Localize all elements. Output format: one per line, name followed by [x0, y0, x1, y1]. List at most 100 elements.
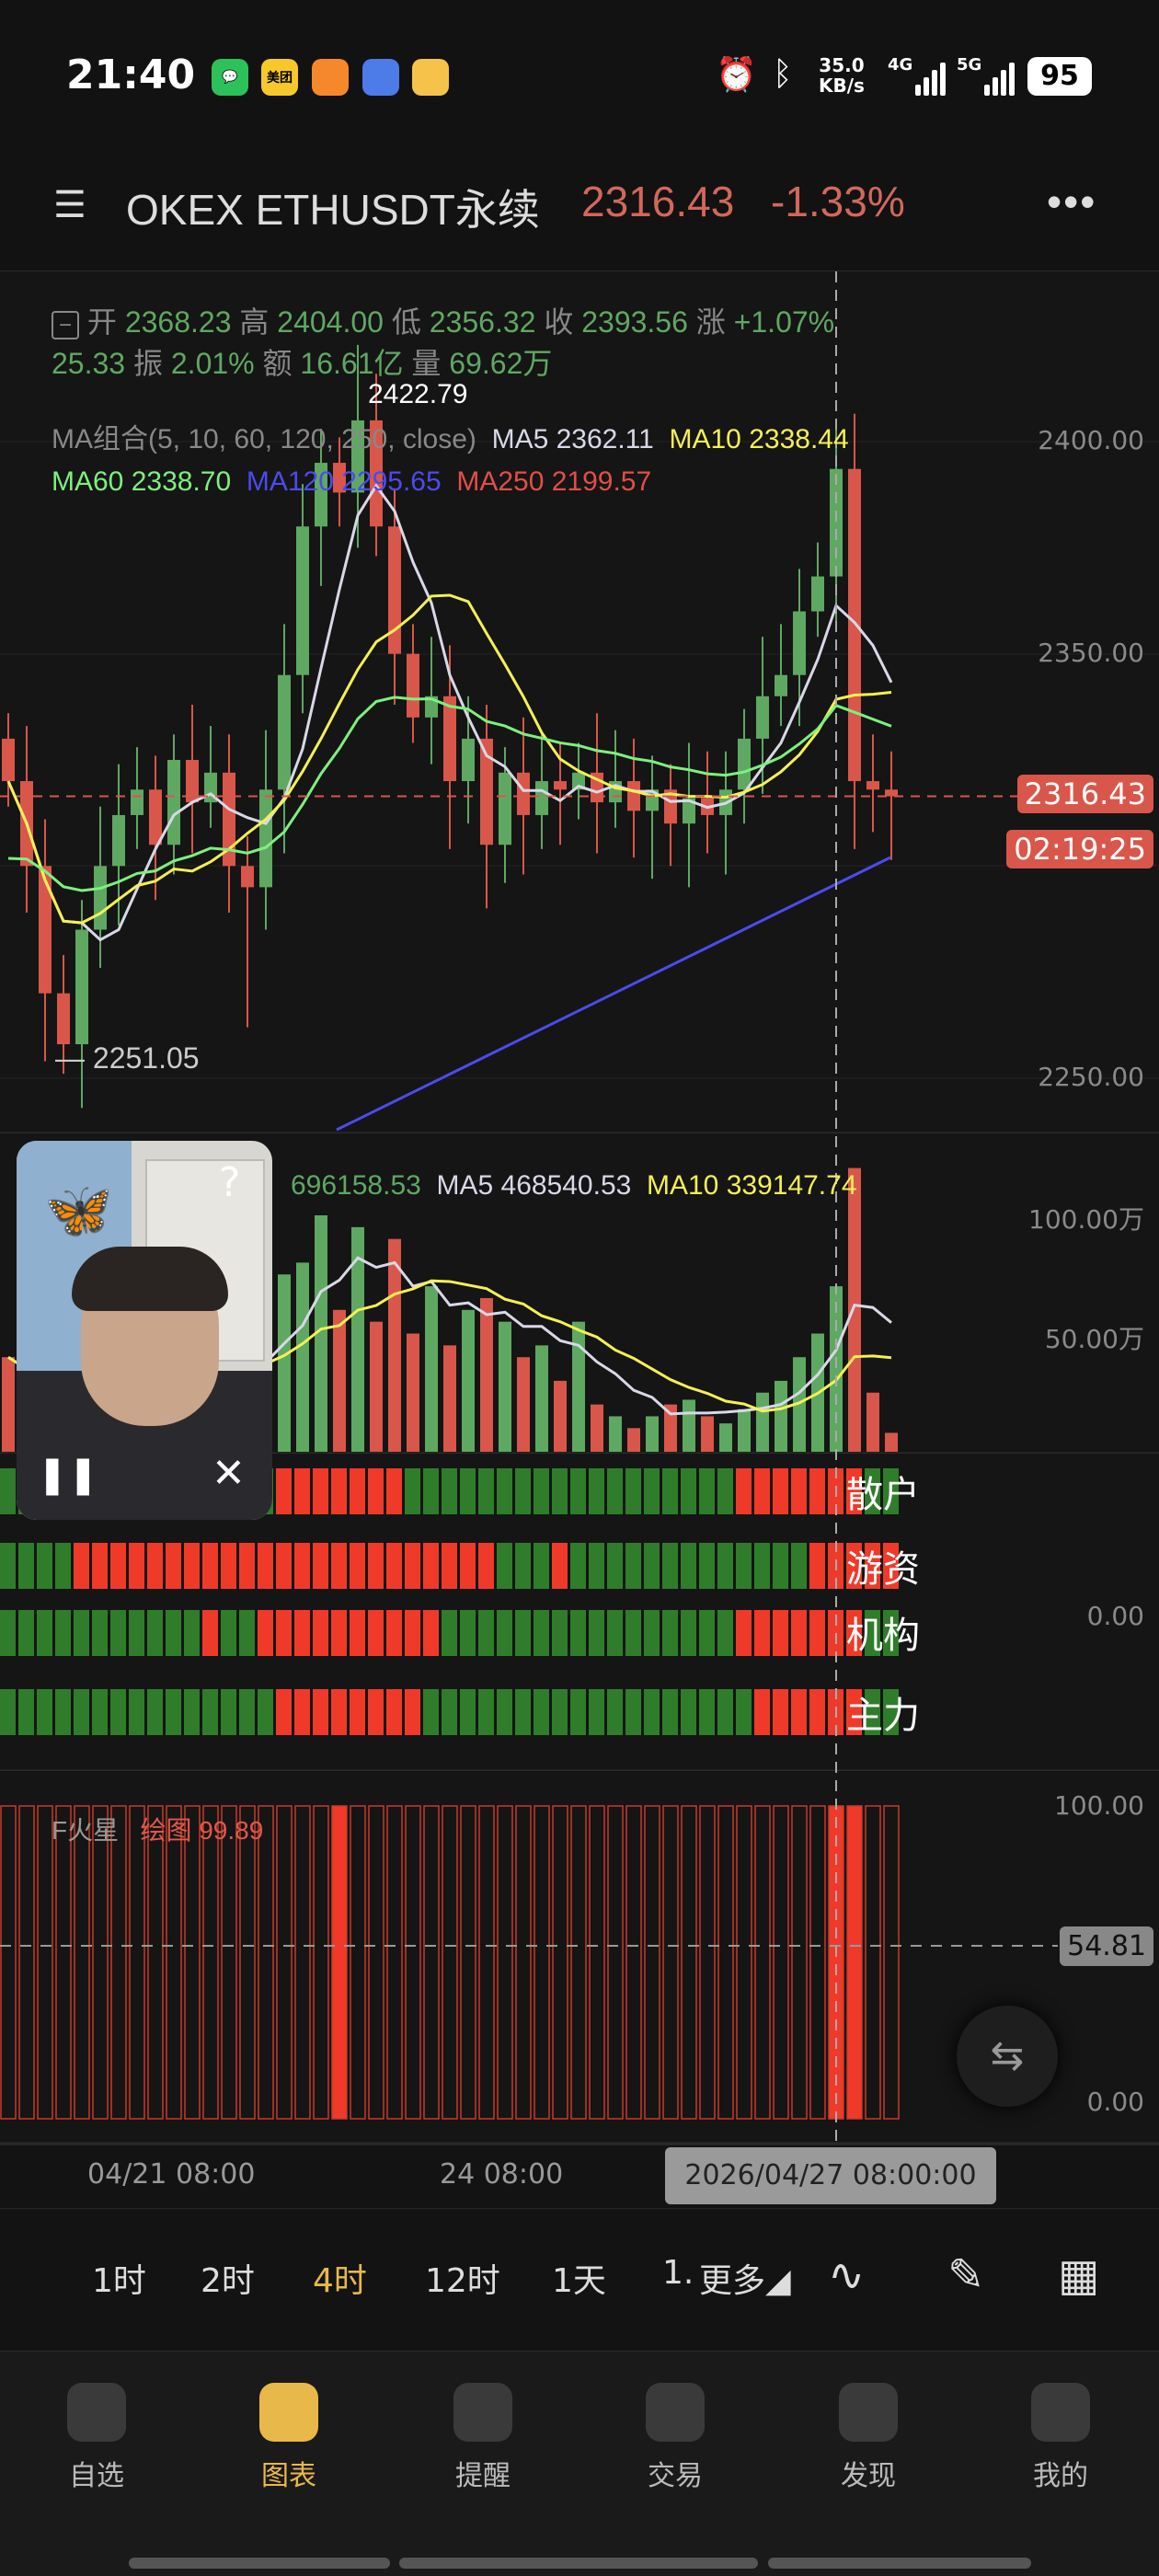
meituan-icon: 美团 [261, 59, 298, 96]
menu-icon[interactable]: ☰ [53, 185, 86, 225]
ear-icon[interactable]: ? [219, 1159, 241, 1206]
mars-bar [258, 1805, 274, 2120]
indicator-cell [460, 1543, 476, 1589]
indicator-cell [773, 1468, 788, 1514]
indicator-cell [368, 1689, 384, 1735]
indicator-cell [258, 1610, 273, 1656]
candle [57, 993, 70, 1045]
indicator-cell [0, 1689, 16, 1735]
indicator-cell [717, 1543, 733, 1589]
mars-bar [74, 1805, 90, 2120]
label-main-force: 主力 [846, 1695, 920, 1737]
ma120-line [336, 856, 891, 1132]
indicator-cell [221, 1610, 236, 1656]
volume-bar [646, 1416, 659, 1452]
indicator-cell [221, 1689, 236, 1735]
mars-bar [405, 1805, 421, 2120]
indicator-cell [883, 1468, 899, 1514]
indicator-cell [350, 1543, 365, 1589]
indicator-cell [589, 1689, 604, 1735]
indicator-cell [18, 1689, 34, 1735]
volume-bar [664, 1404, 677, 1452]
indicator-cell [110, 1543, 126, 1589]
nav-item-4[interactable]: 发现 [776, 2355, 960, 2493]
timeframe-6[interactable]: 更多◢ [699, 2262, 791, 2300]
indicator-cell [699, 1610, 715, 1656]
candle [535, 781, 548, 815]
nav-item-1[interactable]: 图表 [197, 2355, 381, 2493]
indicator-cell [350, 1689, 365, 1735]
pencil-icon[interactable]: ✎ [947, 2249, 985, 2301]
mars-bar [92, 1805, 109, 2120]
video-pip[interactable]: 🦋 ? ❚❚ ✕ [17, 1141, 272, 1520]
indicator-cell [405, 1610, 420, 1656]
indicator-cell [754, 1610, 770, 1656]
mars-bar [699, 1805, 716, 2120]
indicator-cell [386, 1468, 402, 1514]
timeframe-2[interactable]: 4时 [313, 2262, 367, 2300]
indicator-cell [350, 1610, 365, 1656]
indicator-cell [662, 1543, 678, 1589]
indicator-cell [442, 1543, 457, 1589]
indicator-cell [699, 1543, 715, 1589]
indicator-add-icon[interactable]: ∿ [828, 2249, 866, 2301]
nav-item-3[interactable]: 交易 [583, 2355, 767, 2493]
indicator-cell [865, 1468, 880, 1514]
indicator-cell [0, 1468, 16, 1514]
volume-bar [517, 1357, 530, 1452]
volume-bar [425, 1286, 438, 1452]
indicator-cell [202, 1689, 218, 1735]
max-price-label: 2422.79 [368, 379, 468, 409]
ohlc-line: − 开 2368.23 高 2404.00 低 2356.32 收 2393.5… [52, 299, 834, 341]
nav-item-2[interactable]: 提醒 [391, 2355, 575, 2493]
timeframe-3[interactable]: 12时 [425, 2262, 500, 2300]
indicator-cell [276, 1543, 292, 1589]
timeframe-0[interactable]: 1时 [92, 2262, 146, 2300]
indicator-cell [773, 1610, 788, 1656]
indicator-cell [92, 1543, 108, 1589]
timeframe-1[interactable]: 2时 [201, 2262, 255, 2300]
indicator-cell [809, 1468, 825, 1514]
candle [517, 772, 530, 815]
indicator-cell [147, 1610, 163, 1656]
volume-bar [462, 1309, 475, 1452]
indicator-cell [55, 1543, 71, 1589]
candle [131, 789, 143, 815]
volume-bar [848, 1167, 861, 1452]
mars-bar [239, 1805, 256, 2120]
timeframe-4[interactable]: 1天 [552, 2262, 606, 2300]
nav-item-0[interactable]: 自选 [5, 2355, 189, 2493]
indicator-cell [74, 1689, 89, 1735]
ma-legend: MA组合(5, 10, 60, 120, 250, close) MA5 236… [52, 424, 849, 454]
indicator-cell [644, 1543, 660, 1589]
volume-bar [351, 1226, 364, 1452]
candle [259, 789, 272, 888]
symbol-title[interactable]: OKEX ETHUSDT永续 [126, 186, 540, 234]
indicator-cell [515, 1610, 531, 1656]
candle [462, 738, 475, 782]
layout-grid-icon[interactable]: ▦ [1058, 2249, 1100, 2301]
indicator-cell [147, 1543, 163, 1589]
more-icon[interactable]: ••• [1047, 178, 1097, 225]
indicator-cell [552, 1689, 568, 1735]
indicator-cell [662, 1468, 678, 1514]
indicator-cell [534, 1543, 549, 1589]
candle [112, 814, 125, 867]
collapse-icon[interactable]: − [52, 311, 80, 339]
indicator-cell [74, 1610, 89, 1656]
pause-icon[interactable]: ❚❚ [37, 1454, 99, 1496]
indicator-cell [754, 1468, 770, 1514]
indicator-cell [74, 1543, 89, 1589]
close-icon[interactable]: ✕ [212, 1450, 246, 1497]
indicator-cell [570, 1543, 586, 1589]
indicator-cell [18, 1610, 34, 1656]
wechat-icon: 💬 [212, 59, 248, 96]
indicator-cell [883, 1689, 899, 1735]
volume-bar [535, 1345, 548, 1452]
candle [793, 611, 806, 675]
rotate-screen-button[interactable]: ⇆ [957, 2006, 1058, 2107]
timeframe-5[interactable]: 1. [662, 2254, 694, 2292]
nav-item-5[interactable]: 我的 [969, 2355, 1153, 2493]
mars-bar [846, 1805, 863, 2120]
indicator-cell [515, 1468, 531, 1514]
